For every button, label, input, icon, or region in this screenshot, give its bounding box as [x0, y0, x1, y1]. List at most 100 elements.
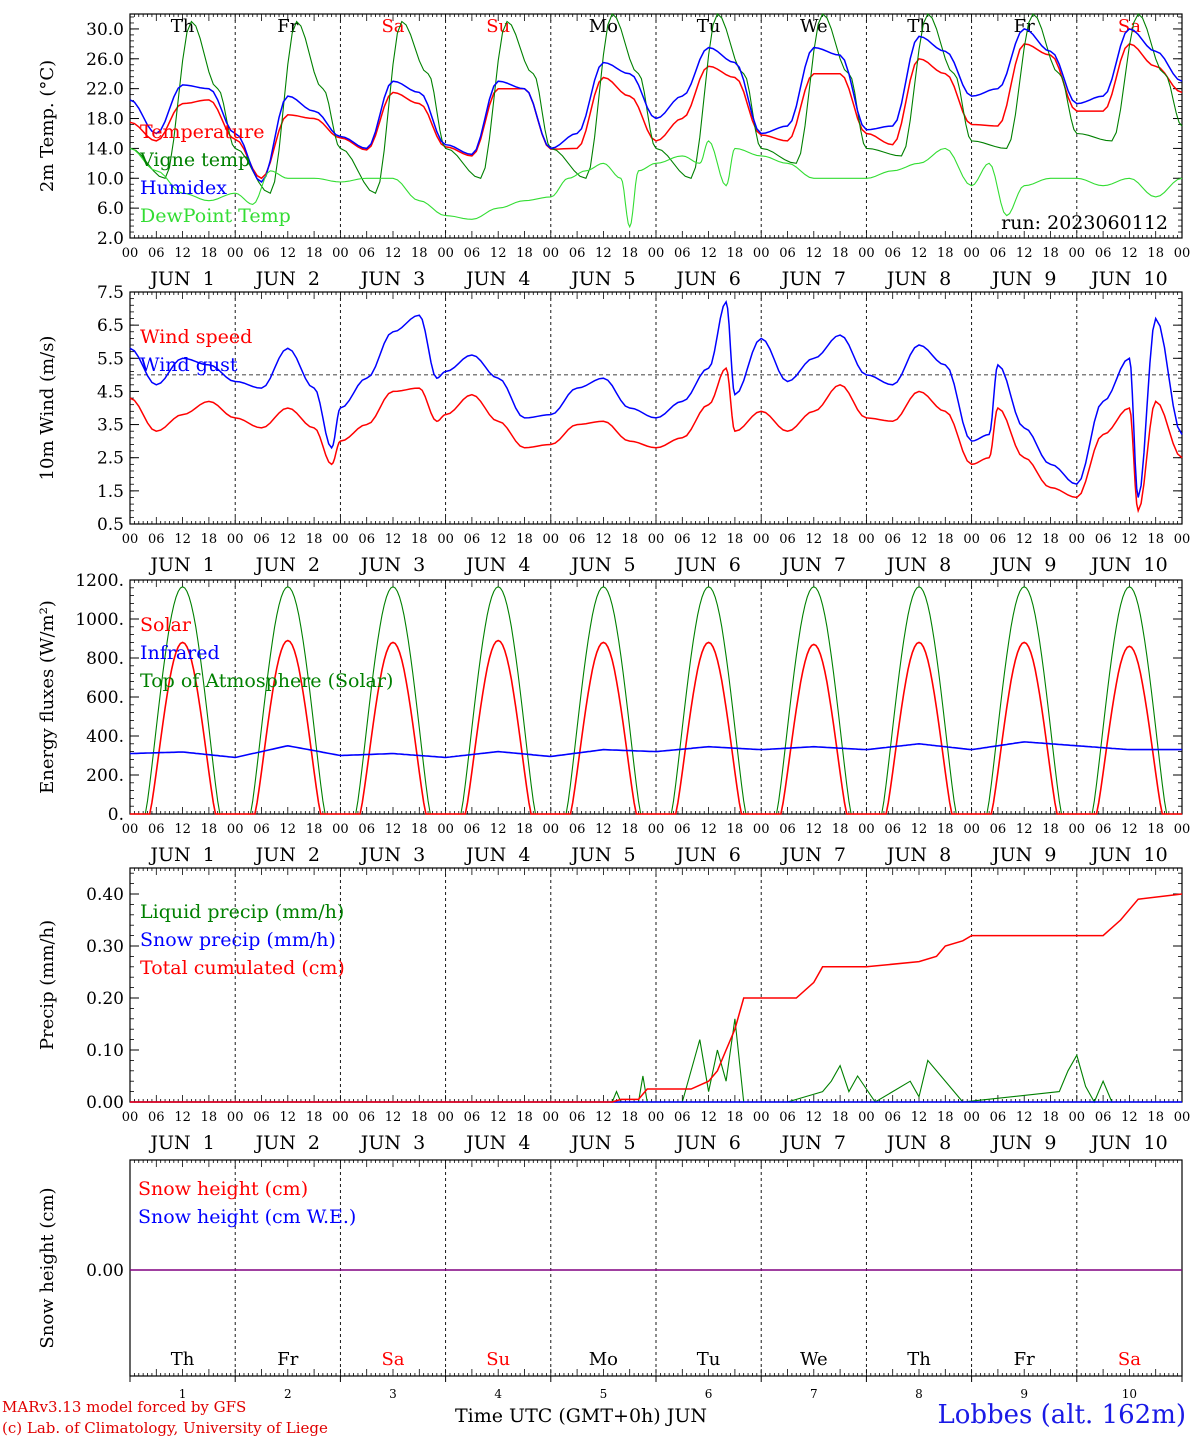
- weekday-label: Th: [171, 1349, 195, 1370]
- weekday-label: Sa: [381, 16, 404, 37]
- date-label: JUN 2: [254, 268, 320, 290]
- hour-tick-label: 12: [385, 1110, 402, 1125]
- hour-tick-label: 06: [148, 532, 165, 547]
- hour-tick-label: 18: [1147, 1110, 1164, 1125]
- hour-tick-label: 18: [937, 246, 954, 261]
- weekday-label: Th: [907, 1349, 931, 1370]
- hour-tick-label: 00: [543, 246, 560, 261]
- weekday-label: We: [800, 1349, 828, 1370]
- hour-tick-label: 06: [990, 1110, 1007, 1125]
- hour-tick-label: 18: [621, 246, 638, 261]
- y-tick-label: 4.5: [97, 382, 124, 402]
- snow-panel: 0.00 Snow height (cm) Th 1 Fr 2 Sa 3 Su 4 Mo 5 Tu 6 We…: [37, 1159, 1183, 1401]
- hour-tick-label: 12: [490, 822, 507, 837]
- y-tick-label: 0.40: [86, 885, 124, 905]
- legend-entry: Liquid precip (mm/h): [140, 901, 344, 923]
- hour-tick-label: 00: [753, 1110, 770, 1125]
- hour-tick-label: 00: [1174, 1110, 1191, 1125]
- hour-tick-label: 18: [1147, 532, 1164, 547]
- date-label: JUN 6: [674, 268, 740, 290]
- hour-tick-label: 18: [727, 822, 744, 837]
- date-label: JUN 7: [780, 268, 846, 290]
- hour-tick-label: 06: [358, 822, 375, 837]
- hour-tick-label: 12: [174, 246, 191, 261]
- y-tick-label: 2.0: [97, 229, 124, 249]
- legend-entry: Snow height (cm W.E.): [138, 1206, 356, 1228]
- hour-tick-label: 00: [332, 532, 349, 547]
- hour-tick-label: 12: [700, 532, 717, 547]
- hour-tick-label: 00: [1069, 532, 1086, 547]
- hour-tick-label: 18: [411, 822, 428, 837]
- date-label: JUN 10: [1089, 1132, 1168, 1154]
- y-axis-title: Precip (mm/h): [37, 920, 58, 1050]
- hour-tick-label: 12: [280, 822, 297, 837]
- hour-tick-label: 18: [621, 1110, 638, 1125]
- date-label: JUN 4: [464, 554, 530, 576]
- day-number-label: 1: [179, 1387, 187, 1401]
- day-number-label: 2: [284, 1387, 292, 1401]
- hour-tick-label: 12: [911, 822, 928, 837]
- hour-tick-label: 18: [1147, 822, 1164, 837]
- series-line-solar: [130, 639, 1182, 815]
- hour-tick-label: 12: [174, 532, 191, 547]
- hour-tick-label: 06: [569, 532, 586, 547]
- hour-tick-label: 06: [464, 822, 481, 837]
- hour-tick-label: 00: [122, 246, 139, 261]
- weekday-label: We: [800, 16, 828, 37]
- hour-tick-label: 18: [1147, 246, 1164, 261]
- date-label: JUN 5: [569, 268, 635, 290]
- hour-tick-label: 00: [858, 1110, 875, 1125]
- y-tick-label: 14.0: [86, 139, 124, 159]
- y-tick-label: 7.5: [97, 283, 124, 303]
- weekday-label: Th: [907, 16, 931, 37]
- series-line: [129, 13, 1183, 194]
- hour-tick-label: 12: [1121, 822, 1138, 837]
- y-tick-label: 0.30: [86, 937, 124, 957]
- hour-tick-label: 06: [990, 822, 1007, 837]
- date-label: JUN 10: [1089, 554, 1168, 576]
- y-tick-label: 2.5: [97, 449, 124, 469]
- hour-tick-label: 00: [753, 532, 770, 547]
- weekday-label: Su: [486, 1349, 510, 1370]
- hour-tick-label: 12: [174, 822, 191, 837]
- y-tick-label: 30.0: [86, 20, 124, 40]
- date-label: JUN 4: [464, 844, 530, 866]
- date-label: JUN 1: [148, 554, 214, 576]
- date-label: JUN 5: [569, 1132, 635, 1154]
- hour-tick-label: 00: [437, 822, 454, 837]
- hour-tick-label: 12: [911, 532, 928, 547]
- hour-tick-label: 18: [832, 246, 849, 261]
- hour-tick-label: 00: [227, 532, 244, 547]
- hour-tick-label: 06: [464, 532, 481, 547]
- hour-tick-label: 12: [385, 246, 402, 261]
- hour-tick-label: 12: [806, 1110, 823, 1125]
- hour-tick-label: 00: [1069, 1110, 1086, 1125]
- hour-tick-label: 18: [411, 532, 428, 547]
- y-tick-label: 600.: [86, 688, 124, 708]
- day-number-label: 6: [705, 1387, 713, 1401]
- legend-entry: DewPoint Temp: [140, 205, 291, 227]
- date-label: JUN 1: [148, 1132, 214, 1154]
- day-number-label: 5: [600, 1387, 608, 1401]
- hour-tick-label: 06: [884, 532, 901, 547]
- hour-tick-label: 00: [753, 822, 770, 837]
- date-label: JUN 9: [990, 1132, 1056, 1154]
- hour-tick-label: 00: [122, 822, 139, 837]
- hour-tick-label: 12: [174, 1110, 191, 1125]
- hour-tick-label: 12: [280, 532, 297, 547]
- y-tick-label: 800.: [86, 649, 124, 669]
- date-label: JUN 4: [464, 1132, 530, 1154]
- legend-entry: Wind speed: [140, 326, 252, 348]
- hour-tick-label: 18: [832, 822, 849, 837]
- hour-tick-label: 06: [884, 1110, 901, 1125]
- hour-tick-label: 06: [884, 822, 901, 837]
- hour-tick-label: 00: [648, 532, 665, 547]
- hour-tick-label: 06: [569, 1110, 586, 1125]
- hour-tick-label: 06: [358, 532, 375, 547]
- lab-credit: (c) Lab. of Climatology, University of L…: [2, 1419, 328, 1437]
- hour-tick-label: 12: [1016, 532, 1033, 547]
- series-line-infrared: [130, 741, 1182, 759]
- weekday-label: Sa: [381, 1349, 404, 1370]
- y-tick-label: 400.: [86, 727, 124, 747]
